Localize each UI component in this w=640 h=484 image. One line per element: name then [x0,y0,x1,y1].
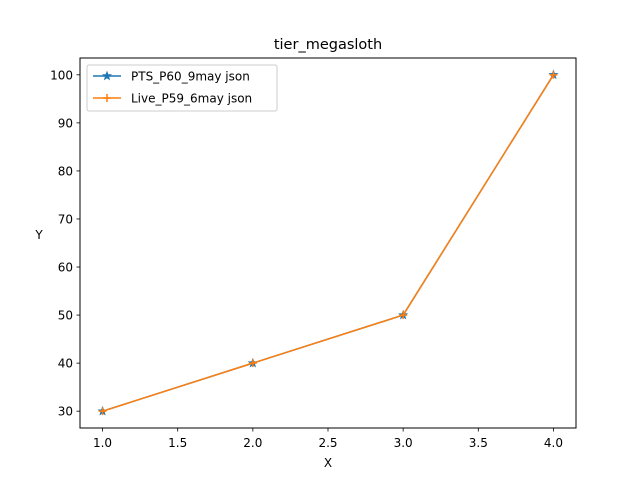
series-line [101,73,555,413]
x-tick-label: 2.0 [243,436,262,450]
x-tick-label: 2.5 [318,436,337,450]
y-tick-label: 60 [58,261,73,275]
x-tick-label: 3.5 [469,436,488,450]
legend-marker [101,70,113,81]
y-tick-label: 30 [58,405,73,419]
series-2 [98,70,558,416]
x-axis-ticks: 1.0 1.5 2.0 2.5 3.0 3.5 4.0 [93,428,563,450]
legend-item: PTS_P60_9may json [93,70,250,84]
data-point [399,311,408,320]
x-tick-label: 3.0 [394,436,413,450]
y-tick-label: 70 [58,212,73,226]
x-tick-label: 1.5 [168,436,187,450]
legend-marker [103,94,111,102]
y-tick-label: 80 [58,164,73,178]
plot-area-frame [79,57,577,429]
legend-box [86,64,278,112]
x-tick-label: 4.0 [544,436,563,450]
data-point [248,359,257,368]
x-tick-label: 1.0 [93,436,112,450]
legend-label: PTS_P60_9may json [131,70,250,84]
data-point [549,70,558,79]
y-axis-label: Y [34,228,43,242]
legend-item: Live_P59_6may json [93,92,252,106]
x-axis-label: X [324,456,332,470]
series-layer [97,69,559,416]
y-axis-ticks: 30 40 50 60 70 80 90 100 [50,68,80,419]
chart-title: tier_megasloth [274,37,382,53]
y-tick-label: 50 [58,309,73,323]
y-tick-label: 100 [50,68,73,82]
legend: PTS_P60_9may json Live_P59_6may json [86,64,278,112]
legend-label: Live_P59_6may json [131,92,252,106]
y-tick-label: 40 [58,357,73,371]
y-tick-label: 90 [58,116,73,130]
data-point [98,407,107,416]
